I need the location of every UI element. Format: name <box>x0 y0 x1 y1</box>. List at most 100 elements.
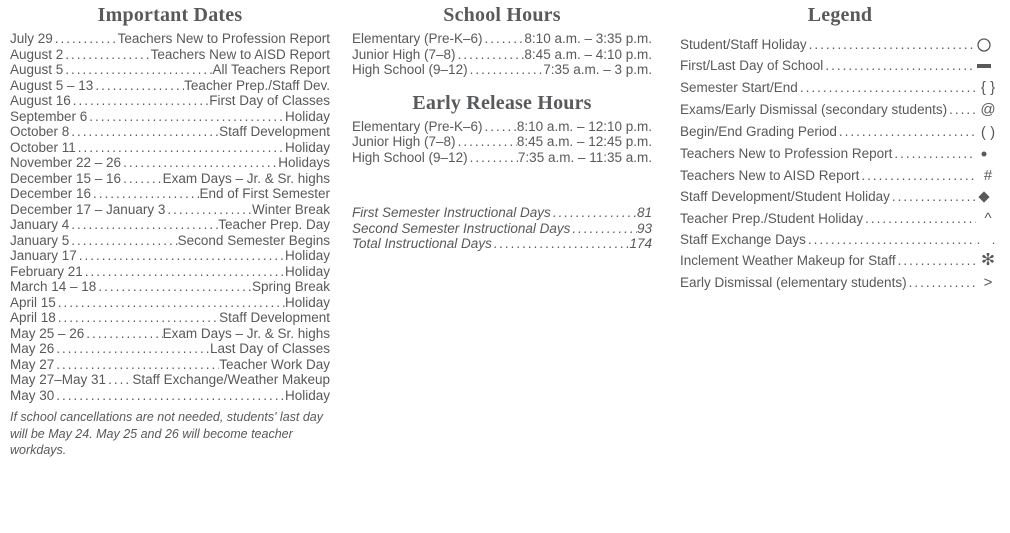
item-right: Holidays <box>278 155 330 171</box>
list-item: May 25 – 26Exam Days – Jr. & Sr. highs <box>10 326 330 342</box>
list-item: August 5 – 13 Teacher Prep./Staff Dev. <box>10 78 330 94</box>
list-item: May 30Holiday <box>10 388 330 404</box>
item-left: January 17 <box>10 248 77 264</box>
list-item: March 14 – 18Spring Break <box>10 279 330 295</box>
item-right: Staff Development <box>219 124 330 140</box>
early-release-title: Early Release Hours <box>352 92 652 115</box>
school-hours-list: Elementary (Pre-K–6) 8:10 a.m. – 3:35 p.m… <box>352 31 652 78</box>
legend-item: Teachers New to AISD Report# <box>680 167 1000 184</box>
item-right: Holiday <box>285 295 330 311</box>
legend-label: Staff Development/Student Holiday <box>680 189 890 205</box>
item-left: Elementary (Pre-K–6) <box>352 119 483 135</box>
list-item: Elementary (Pre-K–6) 8:10 a.m. – 3:35 p.m… <box>352 31 652 47</box>
item-right: Holiday <box>285 109 330 125</box>
list-item: High School (9–12) 7:35 a.m. – 11:35 a.m. <box>352 150 652 166</box>
legend-item: Staff Exchange Days. . <box>680 232 1000 248</box>
legend-list: Student/Staff Holiday First/Last Day of S… <box>680 37 1000 296</box>
legend-item: First/Last Day of School <box>680 58 1000 74</box>
item-left: December 15 – 16 <box>10 171 121 187</box>
item-right: All Teachers Report <box>212 62 330 78</box>
legend-symbol-asterisk: ✻ <box>976 253 1000 269</box>
item-right: 7:35 a.m. – 11:35 a.m. <box>518 150 652 166</box>
legend-label: Early Dismissal (elementary students) <box>680 275 907 291</box>
legend-item: Teachers New to Profession Report <box>680 146 1000 162</box>
item-left: May 27 <box>10 357 54 373</box>
legend-item: Staff Development/Student Holiday <box>680 189 1000 205</box>
legend-label: Teachers New to Profession Report <box>680 146 892 162</box>
legend-item: Semester Start/End{ } <box>680 79 1000 96</box>
item-right: Staff Development <box>219 310 330 326</box>
item-left: January 5 <box>10 233 69 249</box>
item-left: July 29 <box>10 31 53 47</box>
list-item: Total Instructional Days174 <box>352 236 652 252</box>
legend-label: Student/Staff Holiday <box>680 37 807 53</box>
item-left: September 6 <box>10 109 87 125</box>
item-left: February 21 <box>10 264 83 280</box>
list-item: April 15 Holiday <box>10 295 330 311</box>
legend-symbol-diamond <box>976 189 1000 205</box>
school-hours-title: School Hours <box>352 4 652 27</box>
legend-title: Legend <box>680 4 1000 27</box>
list-item: August 2Teachers New to AISD Report <box>10 47 330 63</box>
item-right: Staff Exchange/Weather Makeup <box>132 372 330 388</box>
item-right: Holiday <box>285 264 330 280</box>
item-right: 7:35 a.m. – 3 p.m. <box>543 62 652 78</box>
legend-symbol-circle <box>976 37 1000 53</box>
legend-symbol-bar <box>976 58 1000 74</box>
list-item: April 18Staff Development <box>10 310 330 326</box>
legend-symbol-at: @ <box>976 101 1000 118</box>
list-item: May 27 Teacher Work Day <box>10 357 330 373</box>
legend-label: Begin/End Grading Period <box>680 124 837 140</box>
item-right: Holiday <box>285 248 330 264</box>
list-item: Second Semester Instructional Days93 <box>352 221 652 237</box>
item-left: High School (9–12) <box>352 150 468 166</box>
list-item: August 16First Day of Classes <box>10 93 330 109</box>
early-release-list: Elementary (Pre-K–6)8:10 a.m. – 12:10 p.… <box>352 119 652 166</box>
item-right: 8:45 a.m. – 12:45 p.m. <box>517 134 652 150</box>
item-left: Elementary (Pre-K–6) <box>352 31 483 47</box>
important-dates-title: Important Dates <box>10 4 330 27</box>
list-item: February 21 Holiday <box>10 264 330 280</box>
item-left: August 5 <box>10 62 63 78</box>
item-right: Teacher Prep. Day <box>218 217 330 233</box>
item-right: Teacher Work Day <box>219 357 330 373</box>
legend-symbol-caret: ^ <box>976 210 1000 227</box>
item-right: 8:10 a.m. – 3:35 p.m. <box>524 31 652 47</box>
item-left: April 15 <box>10 295 56 311</box>
list-item: December 17 – January 3Winter Break <box>10 202 330 218</box>
legend-label: Teachers New to AISD Report <box>680 168 859 184</box>
list-item: January 4 Teacher Prep. Day <box>10 217 330 233</box>
item-right: Teacher Prep./Staff Dev. <box>184 78 330 94</box>
item-left: January 4 <box>10 217 69 233</box>
item-left: May 26 <box>10 341 54 357</box>
legend-item: Student/Staff Holiday <box>680 37 1000 53</box>
item-right: Last Day of Classes <box>210 341 330 357</box>
item-left: October 8 <box>10 124 69 140</box>
item-left: March 14 – 18 <box>10 279 96 295</box>
list-item: August 5 All Teachers Report <box>10 62 330 78</box>
list-item: January 17 Holiday <box>10 248 330 264</box>
legend-item: Inclement Weather Makeup for Staff ✻ <box>680 253 1000 269</box>
legend-item: Exams/Early Dismissal (secondary student… <box>680 101 1000 118</box>
legend-label: Semester Start/End <box>680 80 798 96</box>
item-left: May 30 <box>10 388 54 404</box>
item-left: First Semester Instructional Days <box>352 205 551 221</box>
legend-symbol-twodots: . . <box>976 232 1000 248</box>
legend-label: First/Last Day of School <box>680 58 823 74</box>
list-item: January 5Second Semester Begins <box>10 233 330 249</box>
legend-label: Inclement Weather Makeup for Staff <box>680 253 896 269</box>
hours-column: School Hours Elementary (Pre-K–6)8:10 a.… <box>352 4 652 533</box>
important-dates-column: Important Dates July 29Teachers New to P… <box>10 4 330 533</box>
list-item: July 29Teachers New to Profession Report <box>10 31 330 47</box>
item-right: Teachers New to AISD Report <box>151 47 330 63</box>
item-right: Holiday <box>285 140 330 156</box>
list-item: Elementary (Pre-K–6)8:10 a.m. – 12:10 p.… <box>352 119 652 135</box>
list-item: September 6 Holiday <box>10 109 330 125</box>
item-left: December 17 – January 3 <box>10 202 165 218</box>
important-dates-note: If school cancellations are not needed, … <box>10 409 330 458</box>
legend-column: Legend Student/Staff Holiday First/Last D… <box>680 4 1000 533</box>
legend-item: Early Dismissal (elementary students)> <box>680 274 1000 291</box>
item-right: 93 <box>637 221 652 237</box>
item-left: August 5 – 13 <box>10 78 93 94</box>
list-item: Junior High (7–8)8:45 a.m. – 12:45 p.m. <box>352 134 652 150</box>
